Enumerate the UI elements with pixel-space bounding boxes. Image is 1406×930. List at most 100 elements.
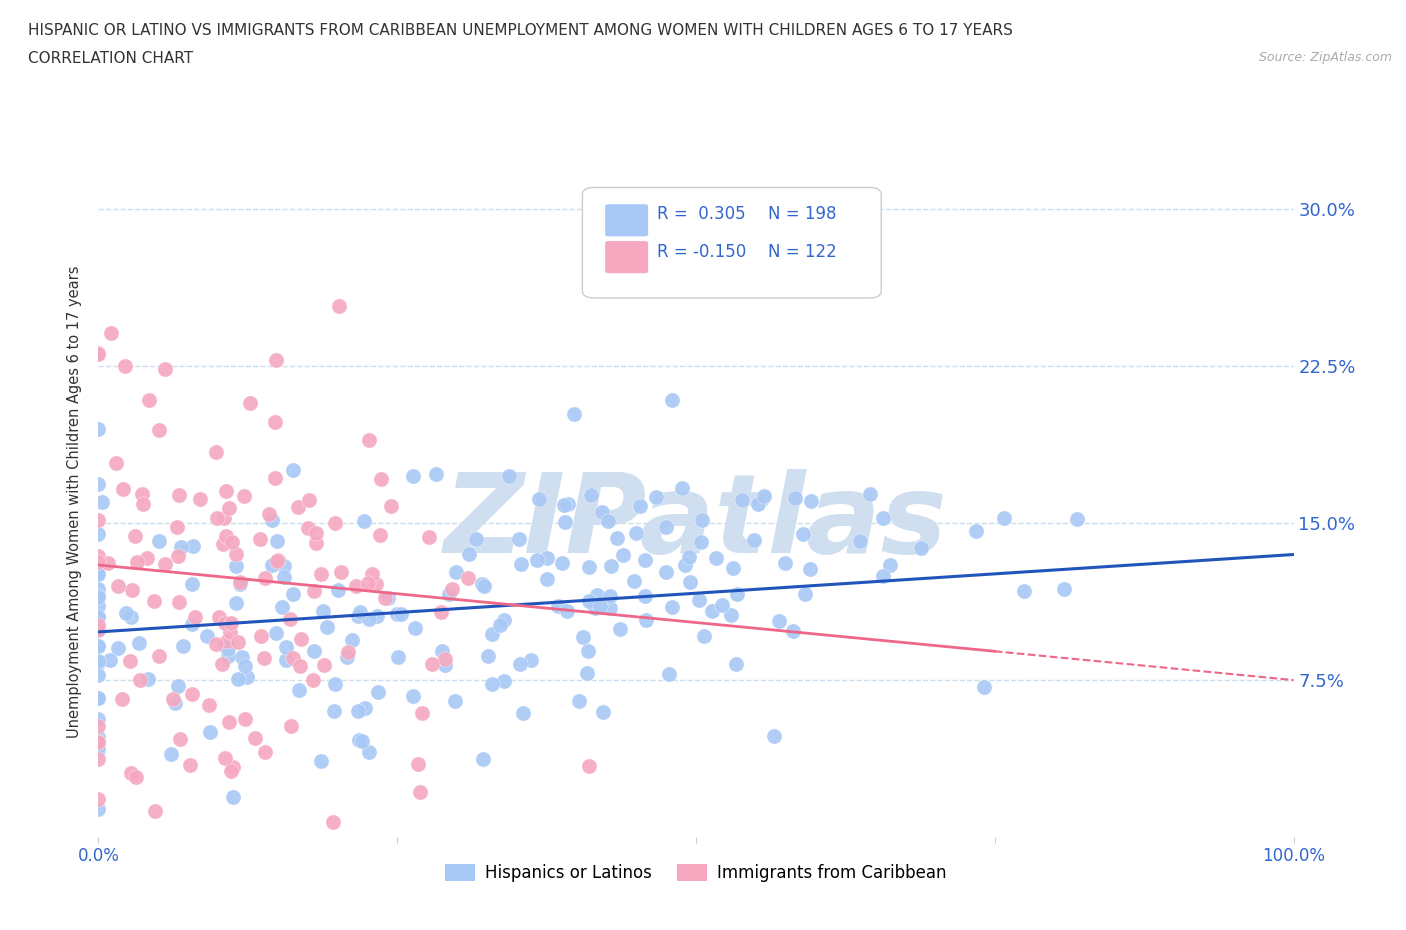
Point — [387, 606, 409, 621]
Point — [111, 691, 134, 706]
Point — [626, 525, 648, 540]
Point — [87, 588, 110, 603]
Point — [404, 620, 426, 635]
Point — [457, 571, 479, 586]
Point — [235, 659, 257, 674]
Point — [225, 595, 247, 610]
Point — [762, 729, 785, 744]
Point — [706, 551, 728, 565]
Point — [221, 616, 243, 631]
Point — [124, 529, 146, 544]
Point — [87, 654, 110, 669]
Point — [169, 732, 191, 747]
Point — [357, 611, 380, 626]
Point — [340, 633, 363, 648]
Point — [263, 471, 285, 485]
Point — [87, 735, 110, 750]
Point — [433, 658, 456, 672]
Point — [254, 571, 277, 586]
Point — [589, 598, 612, 613]
Point — [742, 532, 765, 547]
Point — [236, 670, 259, 684]
Point — [87, 554, 110, 569]
Point — [634, 613, 657, 628]
Point — [87, 526, 110, 541]
Point — [879, 558, 901, 573]
Point — [200, 724, 222, 739]
Point — [229, 577, 252, 591]
Point — [211, 537, 233, 551]
Point — [326, 582, 349, 597]
Point — [492, 613, 515, 628]
Point — [222, 790, 245, 804]
Point — [215, 528, 238, 543]
Text: Source: ZipAtlas.com: Source: ZipAtlas.com — [1258, 51, 1392, 64]
Point — [87, 690, 110, 705]
Point — [211, 657, 233, 671]
Point — [725, 657, 748, 671]
Point — [512, 706, 534, 721]
Point — [87, 638, 110, 653]
Point — [465, 531, 488, 546]
Point — [181, 577, 204, 591]
Point — [121, 583, 143, 598]
Point — [993, 511, 1015, 525]
Point — [298, 492, 321, 507]
Point — [380, 498, 402, 513]
Point — [481, 627, 503, 642]
Point — [205, 636, 228, 651]
Point — [115, 605, 138, 620]
Point — [181, 686, 204, 701]
Point — [551, 556, 574, 571]
Point — [167, 595, 190, 610]
Point — [87, 668, 110, 683]
Point — [120, 609, 142, 624]
Point — [433, 652, 456, 667]
Point — [283, 587, 305, 602]
Point — [290, 631, 312, 646]
Point — [536, 551, 558, 565]
Point — [633, 552, 655, 567]
Point — [302, 672, 325, 687]
Point — [266, 553, 288, 568]
Point — [323, 677, 346, 692]
Point — [87, 347, 110, 362]
Point — [792, 526, 814, 541]
Point — [118, 653, 141, 668]
Point — [536, 572, 558, 587]
Point — [661, 600, 683, 615]
Point — [785, 491, 807, 506]
Point — [591, 504, 613, 519]
Point — [229, 575, 252, 590]
Point — [655, 520, 678, 535]
Point — [872, 511, 894, 525]
Point — [219, 625, 242, 640]
Point — [128, 636, 150, 651]
Point — [910, 540, 932, 555]
Point — [443, 694, 465, 709]
Point — [690, 512, 713, 527]
Point — [288, 658, 311, 673]
Point — [87, 752, 110, 767]
Point — [87, 623, 110, 638]
Point — [263, 414, 285, 429]
Point — [169, 539, 191, 554]
Point — [112, 482, 135, 497]
Point — [529, 492, 551, 507]
Point — [87, 711, 110, 726]
Point — [312, 603, 335, 618]
Point — [218, 501, 240, 516]
Point — [87, 609, 110, 624]
Point — [578, 759, 600, 774]
Point — [167, 549, 190, 564]
Point — [498, 469, 520, 484]
Text: R = -0.150: R = -0.150 — [657, 244, 745, 261]
Point — [198, 698, 221, 712]
Text: CORRELATION CHART: CORRELATION CHART — [28, 51, 193, 66]
Point — [235, 711, 257, 726]
Point — [752, 488, 775, 503]
Point — [859, 486, 882, 501]
Point — [215, 484, 238, 498]
Point — [678, 550, 700, 565]
Y-axis label: Unemployment Among Women with Children Ages 6 to 17 years: Unemployment Among Women with Children A… — [67, 266, 83, 738]
